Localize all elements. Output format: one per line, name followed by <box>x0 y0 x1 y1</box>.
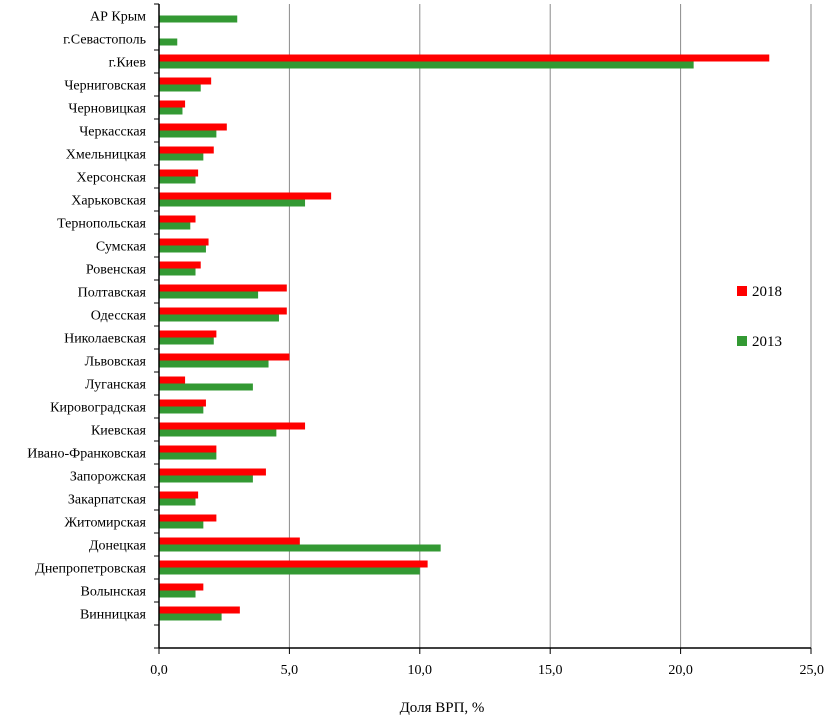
category-label-14: Николаевская <box>64 332 146 347</box>
bar-2018-13 <box>159 307 287 315</box>
x-axis-title: Доля ВРП, % <box>400 700 485 716</box>
category-label-0: АР Крым <box>90 10 146 25</box>
category-label-2: г.Киев <box>109 56 147 71</box>
bar-2013-26 <box>159 613 222 621</box>
category-label-3: Черниговская <box>64 79 146 94</box>
bar-2013-6 <box>159 153 204 161</box>
legend-marker-2013 <box>737 336 747 346</box>
bar-2013-11 <box>159 268 196 276</box>
bar-2018-6 <box>159 146 214 154</box>
bar-2013-23 <box>159 544 441 552</box>
category-label-15: Львовская <box>85 355 147 370</box>
x-tick-labels: 0,0 5,0 10,0 15,0 20,0 25,0 <box>150 663 824 678</box>
bar-2018-24 <box>159 560 428 568</box>
bar-2018-2 <box>159 54 770 62</box>
category-label-4: Черновицкая <box>68 102 146 117</box>
category-label-5: Черкасская <box>79 125 146 140</box>
category-label-11: Ровенская <box>86 263 147 278</box>
bar-2018-21 <box>159 491 199 499</box>
category-label-21: Закарпатская <box>68 493 147 508</box>
bar-2018-15 <box>159 353 290 361</box>
bar-2018-5 <box>159 123 227 131</box>
category-label-18: Киевская <box>91 424 147 439</box>
x-tick-label-3: 15,0 <box>538 663 563 678</box>
category-label-13: Одесская <box>91 309 147 324</box>
category-label-1: г.Севастополь <box>63 33 146 48</box>
bar-2018-25 <box>159 583 204 591</box>
category-label-17: Кировоградская <box>50 401 146 416</box>
bar-2013-1 <box>159 38 178 46</box>
legend: 2018 2013 <box>737 284 782 350</box>
bar-2013-7 <box>159 176 196 184</box>
bar-2013-3 <box>159 84 201 92</box>
bar-2013-9 <box>159 222 191 230</box>
bar-2013-13 <box>159 314 279 322</box>
bar-2013-25 <box>159 590 196 598</box>
bar-2018-23 <box>159 537 300 545</box>
category-label-9: Тернопольская <box>57 217 146 232</box>
category-label-20: Запорожская <box>70 470 147 485</box>
legend-marker-2018 <box>737 286 747 296</box>
bar-2018-19 <box>159 445 217 453</box>
category-label-19: Ивано-Франковская <box>27 447 146 462</box>
x-tick-label-2: 10,0 <box>408 663 433 678</box>
category-label-6: Хмельницкая <box>66 148 147 163</box>
bar-2013-10 <box>159 245 206 253</box>
category-label-16: Луганская <box>85 378 147 393</box>
x-tick-label-5: 25,0 <box>800 663 825 678</box>
bar-2018-10 <box>159 238 209 246</box>
category-label-22: Житомирская <box>64 516 146 531</box>
bar-2018-12 <box>159 284 287 292</box>
category-label-24: Днепропетровская <box>35 562 146 577</box>
bar-2013-5 <box>159 130 217 138</box>
bar-2018-4 <box>159 100 186 108</box>
x-tick-label-0: 0,0 <box>150 663 168 678</box>
bar-2013-19 <box>159 452 217 460</box>
bar-2013-4 <box>159 107 183 115</box>
x-tick-label-4: 20,0 <box>668 663 693 678</box>
bar-2013-18 <box>159 429 277 437</box>
category-label-12: Полтавская <box>78 286 147 301</box>
bar-2013-20 <box>159 475 253 483</box>
axes <box>154 3 812 654</box>
category-label-26: Винницкая <box>80 608 147 623</box>
x-tick-label-1: 5,0 <box>281 663 299 678</box>
bar-2018-20 <box>159 468 266 476</box>
category-labels: АР Крым г.Севастополь г.Киев Черниговская Че… <box>27 10 146 623</box>
bar-2018-9 <box>159 215 196 223</box>
category-label-23: Донецкая <box>89 539 147 554</box>
bar-2018-22 <box>159 514 217 522</box>
bar-2013-24 <box>159 567 420 575</box>
legend-label-2013: 2013 <box>752 334 782 350</box>
bar-2018-7 <box>159 169 199 177</box>
bar-2013-21 <box>159 498 196 506</box>
legend-label-2018: 2018 <box>752 284 782 300</box>
bars <box>159 15 770 621</box>
bar-2018-18 <box>159 422 306 430</box>
bar-2018-26 <box>159 606 240 614</box>
bar-2013-14 <box>159 337 214 345</box>
category-label-8: Харьковская <box>71 194 146 209</box>
bar-2013-22 <box>159 521 204 529</box>
bar-2018-3 <box>159 77 212 85</box>
bar-2013-17 <box>159 406 204 414</box>
bar-2018-17 <box>159 399 206 407</box>
bar-2013-2 <box>159 61 694 69</box>
bar-2018-16 <box>159 376 186 384</box>
bar-2013-15 <box>159 360 269 368</box>
bar-2018-14 <box>159 330 217 338</box>
bar-2013-0 <box>159 15 238 23</box>
category-label-25: Волынская <box>81 585 147 600</box>
bar-2013-12 <box>159 291 259 299</box>
bar-2018-11 <box>159 261 201 269</box>
category-label-10: Сумская <box>96 240 147 255</box>
bar-2013-16 <box>159 383 253 391</box>
category-label-7: Херсонская <box>77 171 147 186</box>
bar-2018-8 <box>159 192 332 200</box>
bar-2013-8 <box>159 199 306 207</box>
